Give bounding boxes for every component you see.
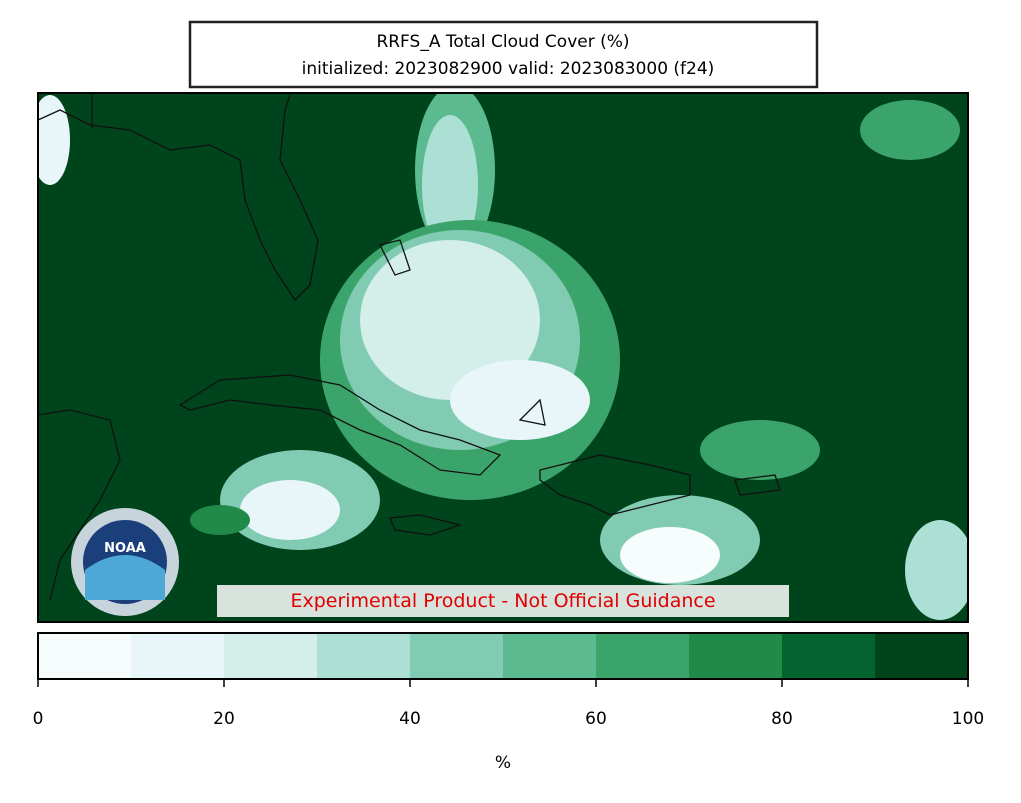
colorbar-segment bbox=[131, 633, 224, 679]
colorbar-tick-label: 80 bbox=[771, 709, 793, 729]
disclaimer: Experimental Product - Not Official Guid… bbox=[290, 590, 715, 612]
map-frame bbox=[37, 92, 969, 623]
colorbar-label: % bbox=[495, 753, 511, 773]
colorbar-segment bbox=[38, 633, 131, 679]
colorbar-segment bbox=[689, 633, 782, 679]
colorbar-segment bbox=[596, 633, 689, 679]
disclaimer-box bbox=[217, 585, 789, 617]
colorbar-frame bbox=[37, 632, 969, 680]
colorbar-tick-label: 20 bbox=[213, 709, 235, 729]
subtitle: initialized: 2023082900 valid: 202308300… bbox=[302, 59, 715, 79]
colorbar-tick-label: 60 bbox=[585, 709, 607, 729]
map: NOAA Experimental Product - Not Official… bbox=[38, 93, 968, 622]
colorbar: 0 20 40 60 80 100 bbox=[33, 633, 984, 729]
cloud-field bbox=[38, 93, 968, 620]
colorbar-segment bbox=[503, 633, 596, 679]
colorbar-tick-label: 40 bbox=[399, 709, 421, 729]
colorbar-segment bbox=[317, 633, 410, 679]
colorbar-tick-label: 100 bbox=[952, 709, 984, 729]
colorbar-segment bbox=[410, 633, 503, 679]
colorbar-segment bbox=[224, 633, 317, 679]
title: RRFS_A Total Cloud Cover (%) bbox=[376, 32, 629, 52]
colorbar-tick-label: 0 bbox=[33, 709, 44, 729]
logo-text: NOAA bbox=[104, 541, 146, 556]
noaa-logo: NOAA bbox=[71, 508, 179, 616]
colorbar-segment bbox=[782, 633, 875, 679]
coastlines bbox=[38, 93, 781, 601]
title-box bbox=[188, 20, 819, 89]
colorbar-segment bbox=[875, 633, 968, 679]
